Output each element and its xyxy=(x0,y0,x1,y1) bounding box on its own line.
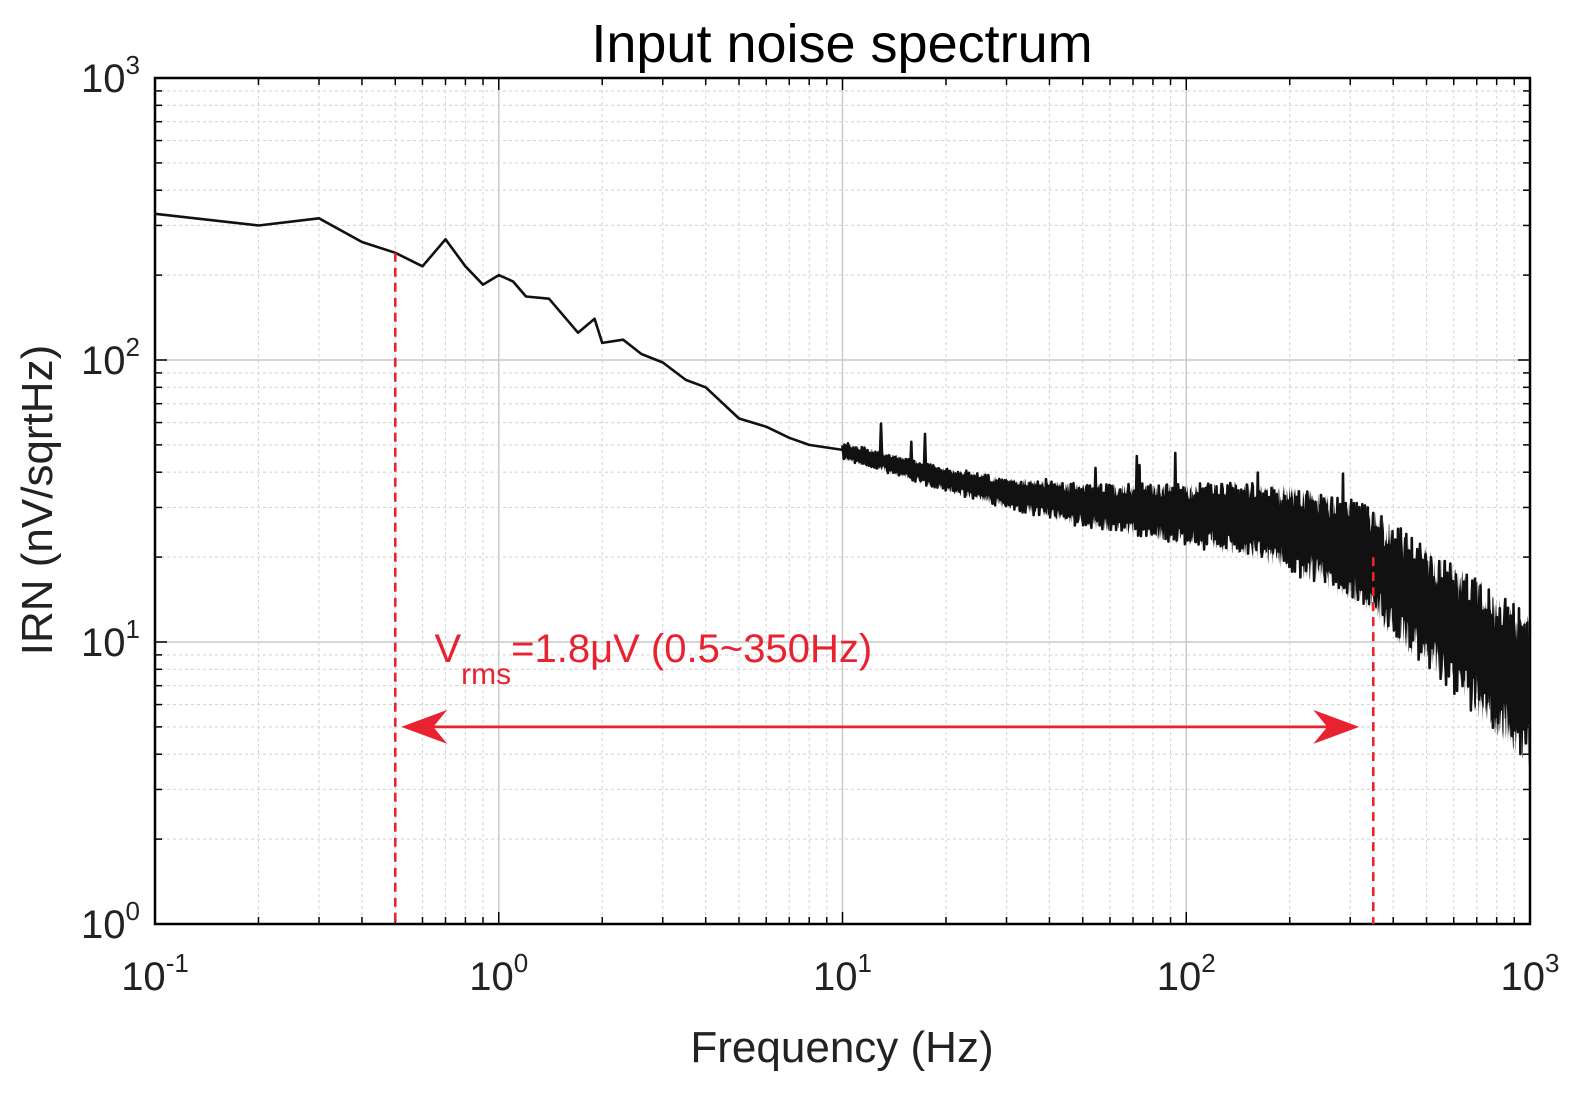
x-tick-labels: 10-1 100 101 102 103 xyxy=(121,948,1559,999)
y-tick-label: 102 xyxy=(81,332,140,383)
y-tick-label: 100 xyxy=(81,896,140,947)
y-tick-label: 101 xyxy=(81,614,140,665)
series-line-irn xyxy=(155,212,1530,756)
x-tick-label: 10-1 xyxy=(121,948,189,999)
y-tick-label: 103 xyxy=(81,50,140,101)
x-tick-label: 100 xyxy=(469,948,528,999)
vrms-annotation: Vrms=1.8μV (0.5~350Hz) xyxy=(434,627,872,691)
range-arrow-left-head xyxy=(401,709,448,744)
x-tick-label: 103 xyxy=(1501,948,1560,999)
range-arrow-right-head xyxy=(1313,709,1360,744)
y-axis-label: IRN (nV/sqrtHz) xyxy=(13,345,62,655)
y-tick-labels: 100 101 102 103 xyxy=(81,50,140,947)
x-axis-label: Frequency (Hz) xyxy=(690,1023,993,1072)
x-tick-label: 101 xyxy=(813,948,872,999)
annotations: Vrms=1.8μV (0.5~350Hz) xyxy=(393,252,1375,924)
plot-frame xyxy=(153,76,1532,926)
x-tick-label: 102 xyxy=(1157,948,1216,999)
grid xyxy=(154,77,1531,925)
chart-title: Input noise spectrum xyxy=(591,14,1092,74)
